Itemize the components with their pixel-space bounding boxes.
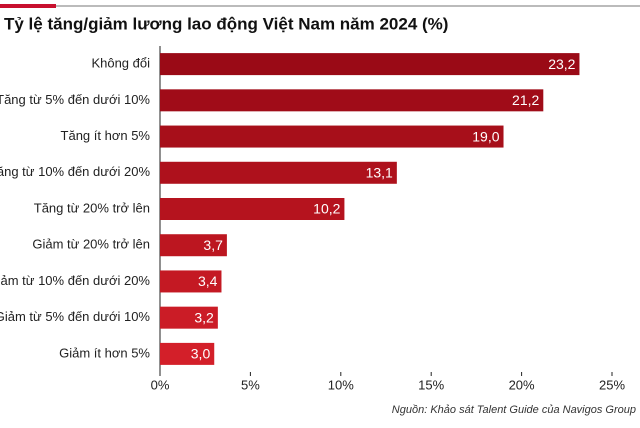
bar — [160, 342, 215, 365]
top-rule — [56, 5, 640, 7]
value-label: 21,2 — [512, 92, 539, 108]
value-label: 3,7 — [203, 237, 223, 253]
bar — [160, 125, 504, 148]
bar — [160, 306, 218, 329]
y-tick-label: Giảm từ 10% đến dưới 20% — [0, 273, 150, 288]
y-tick-label: Tăng từ 20% trở lên — [34, 200, 150, 215]
x-tick-label: 10% — [328, 377, 354, 392]
y-tick-label: Tăng từ 5% đến dưới 10% — [0, 92, 150, 107]
value-label: 10,2 — [313, 201, 340, 217]
x-tick-label: 5% — [241, 377, 260, 392]
y-tick-label: Tăng từ 10% đến dưới 20% — [0, 164, 150, 179]
bar — [160, 89, 544, 112]
x-tick-label: 20% — [509, 377, 535, 392]
value-label: 3,0 — [191, 346, 211, 362]
value-label: 13,1 — [366, 164, 393, 180]
bar — [160, 234, 227, 257]
bar — [160, 161, 397, 184]
y-tick-label: Không đổi — [91, 56, 150, 71]
x-tick-label: 25% — [599, 377, 625, 392]
accent-bar — [0, 4, 56, 8]
y-tick-label: Giảm từ 5% đến dưới 10% — [0, 309, 150, 324]
y-tick-label: Giảm ít hơn 5% — [59, 345, 150, 360]
bar — [160, 270, 222, 293]
y-tick-label: Giảm từ 20% trở lên — [32, 237, 150, 252]
source: Nguồn: Khảo sát Talent Guide của Navigos… — [392, 404, 636, 416]
value-label: 3,4 — [198, 273, 218, 289]
bar — [160, 198, 345, 220]
bar — [160, 53, 580, 76]
value-label: 23,2 — [548, 56, 575, 72]
x-tick-label: 0% — [151, 377, 170, 392]
chart-title: Tỷ lệ tăng/giảm lương lao động Việt Nam … — [4, 14, 448, 33]
x-tick-label: 15% — [418, 377, 444, 392]
value-label: 19,0 — [472, 128, 499, 144]
value-label: 3,2 — [194, 309, 214, 325]
y-tick-label: Tăng ít hơn 5% — [61, 128, 151, 143]
